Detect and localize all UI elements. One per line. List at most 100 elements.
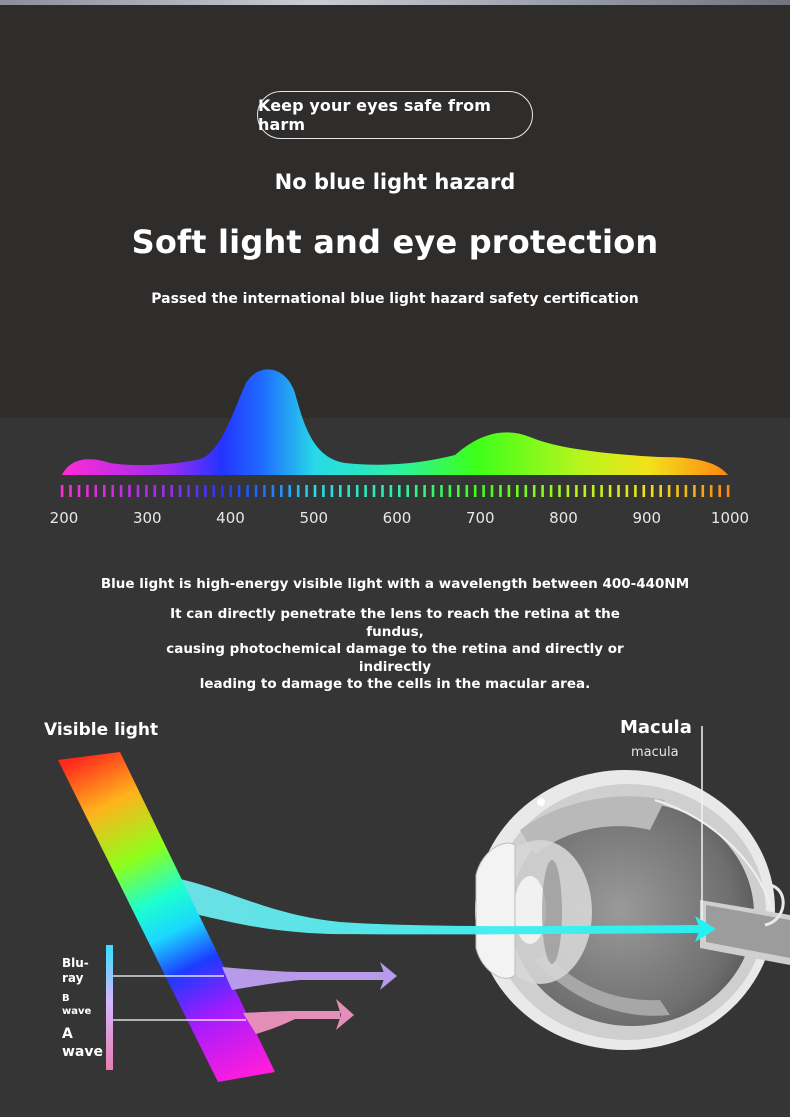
spectrum-tick: [465, 485, 469, 497]
spectrum-tick: [642, 485, 646, 497]
spectrum-tick: [524, 485, 528, 497]
spectrum-tick: [60, 485, 64, 497]
spectrum-tick: [103, 485, 106, 497]
pink-beam: [243, 999, 354, 1034]
spectrum-tick: [558, 485, 561, 497]
spectrum-tick: [254, 485, 258, 497]
spectrum-tick: [541, 485, 544, 497]
arrow-icon: [336, 999, 354, 1030]
spectrum-tick: [271, 485, 275, 497]
spectrum-tick: [204, 485, 207, 497]
spectrum-tick: [591, 485, 595, 497]
spectrum-tick: [650, 485, 654, 497]
spectrum-tick: [667, 485, 671, 497]
spectrum-tick: [170, 485, 173, 497]
spectrum-tick: [263, 485, 266, 497]
spectrum-tick: [347, 485, 350, 497]
spectrum-tick: [313, 485, 317, 497]
spectrum-tick: [372, 485, 376, 497]
spectrum-tick: [549, 485, 553, 497]
macula-subtitle: macula: [631, 745, 679, 760]
spectrum-tick: [94, 485, 98, 497]
eye-diagram: [58, 726, 790, 1082]
spectrum-tick: [86, 485, 89, 497]
spectrum-tick: [339, 485, 342, 497]
spectrum-tick: [355, 485, 359, 497]
spectrum-tick: [482, 485, 485, 497]
spectrum-tick: [136, 485, 140, 497]
spectrum-tick: [381, 485, 384, 497]
spectrum-tick: [322, 485, 325, 497]
blu-ray-label: Blu- ray: [62, 956, 102, 986]
description-line: Blue light is high-energy visible light …: [100, 576, 690, 592]
spectrum-tick: [575, 485, 578, 497]
spectrum-tick: [718, 485, 721, 497]
spectrum-tick: [406, 485, 409, 497]
visible-light-label: Visible light: [44, 720, 159, 740]
spectrum-tick: [398, 485, 401, 497]
spectrum-tick-label: 600: [383, 509, 412, 527]
b-wave-label-line: B: [62, 993, 70, 1004]
description-para-line: leading to damage to the cells in the ma…: [199, 676, 591, 692]
spectrum-tick: [634, 485, 637, 497]
spectrum-tick: [178, 485, 182, 497]
spectrum-tick: [676, 485, 679, 497]
spectrum-tick: [499, 485, 502, 497]
blu-ray-label-line: Blu-: [62, 956, 89, 970]
spectrum-tick-label: 700: [466, 509, 495, 527]
spectrum-tick: [69, 485, 72, 497]
spectrum-tick: [246, 485, 249, 497]
arrow-icon: [695, 916, 716, 942]
spectrum-tick: [457, 485, 460, 497]
spectrum-tick-label: 300: [133, 509, 162, 527]
spectrum-tick: [516, 485, 519, 497]
spectrum-tick: [119, 485, 123, 497]
spectrum-tick-label: 400: [216, 509, 245, 527]
spectrum-tick: [701, 485, 705, 497]
spectrum-curve: [62, 369, 728, 475]
lavender-beam: [222, 962, 397, 990]
spectrum-tick: [726, 485, 730, 497]
spectrum-tick: [490, 485, 494, 497]
spectrum-tick: [153, 485, 157, 497]
spectrum-tick: [423, 485, 426, 497]
certification-text: Passed the international blue light haza…: [151, 291, 639, 307]
spectrum-tick: [600, 485, 603, 497]
spectrum-tick-labels: 200 300 400 500 600 700 800 900 1000: [50, 509, 749, 527]
spectrum-tick: [221, 485, 224, 497]
spectrum-tick: [389, 485, 393, 497]
arrow-icon: [380, 962, 397, 990]
b-wave-label: B wave: [62, 992, 102, 1018]
spectrum-tick: [237, 485, 241, 497]
eye-cross-section-icon: [475, 770, 790, 1050]
spectrum-tick: [187, 485, 190, 497]
spectrum-tick: [473, 485, 477, 497]
spectrum-tick: [583, 485, 587, 497]
spectrum-tick: [709, 485, 713, 497]
spectrum-tick: [617, 485, 620, 497]
b-wave-label-line: wave: [62, 1006, 92, 1017]
prism-band-icon: [58, 752, 275, 1082]
blu-ray-label-line: ray: [62, 971, 84, 985]
spectrum-tick-label: 200: [50, 509, 79, 527]
spectrum-tick: [195, 485, 199, 497]
spectrum-tick: [280, 485, 283, 497]
spectrum-tick: [296, 485, 300, 497]
description-para-line: It can directly penetrate the lens to re…: [170, 606, 620, 640]
description-para-line: causing photochemical damage to the reti…: [166, 641, 624, 675]
subheading: No blue light hazard: [274, 170, 516, 194]
spectrum-tick-label: 900: [632, 509, 661, 527]
spectrum-tick: [128, 485, 131, 497]
spectrum-tick-label: 800: [549, 509, 578, 527]
spectrum-tick: [330, 485, 334, 497]
description-paragraph: It can directly penetrate the lens to re…: [145, 606, 645, 694]
spectrum-tick: [659, 485, 662, 497]
safety-pill: Keep your eyes safe from harm: [257, 91, 533, 139]
spectrum-tick: [440, 485, 443, 497]
spectrum-tick: [431, 485, 435, 497]
a-wave-label-line: A: [62, 1026, 73, 1042]
spectrum-tick: [288, 485, 291, 497]
spectrum-tick-label: 1000: [711, 509, 749, 527]
top-strip: [0, 0, 790, 5]
a-wave-label: A wave: [62, 1025, 108, 1061]
